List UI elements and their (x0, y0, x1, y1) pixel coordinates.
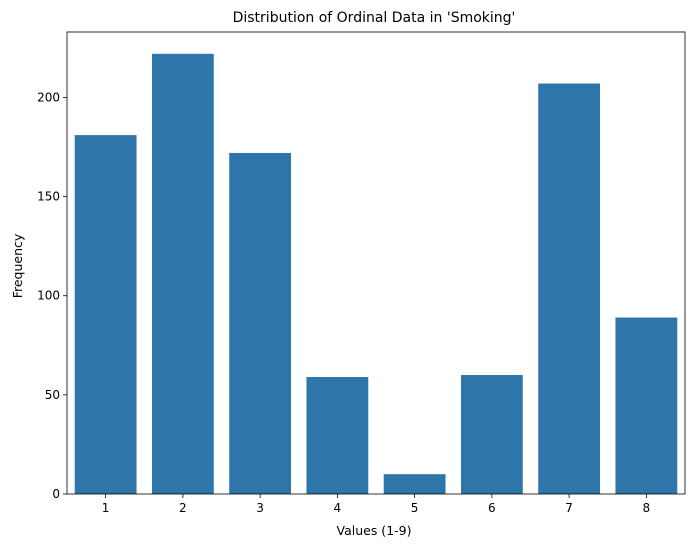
bars-group (74, 53, 678, 494)
x-tick-label: 7 (565, 501, 573, 515)
x-axis-ticks: 1 2 3 4 5 6 7 8 (102, 494, 650, 515)
x-tick-label: 1 (102, 501, 110, 515)
y-axis-label: Frequency (10, 233, 25, 298)
y-tick-label: 100 (37, 289, 60, 303)
y-tick-label: 200 (37, 90, 60, 104)
x-tick-label: 6 (488, 501, 496, 515)
bar-2 (151, 53, 214, 494)
x-tick-label: 2 (179, 501, 187, 515)
x-tick-label: 5 (411, 501, 419, 515)
y-tick-label: 0 (52, 487, 60, 501)
x-tick-label: 3 (256, 501, 264, 515)
bar-3 (229, 152, 292, 494)
bar-4 (306, 377, 369, 494)
x-tick-label: 4 (334, 501, 342, 515)
y-axis-ticks: 0 50 100 150 200 (37, 90, 67, 501)
y-tick-label: 50 (45, 388, 60, 402)
bar-6 (460, 375, 523, 494)
y-tick-label: 150 (37, 190, 60, 204)
x-axis-label: Values (1-9) (337, 523, 412, 538)
x-tick-label: 8 (643, 501, 651, 515)
plot-frame (66, 31, 686, 495)
bar-5 (383, 474, 446, 494)
bar-1 (74, 135, 137, 494)
chart-title: Distribution of Ordinal Data in 'Smoking… (233, 10, 516, 26)
bar-8 (615, 317, 678, 494)
bar-7 (538, 83, 601, 494)
